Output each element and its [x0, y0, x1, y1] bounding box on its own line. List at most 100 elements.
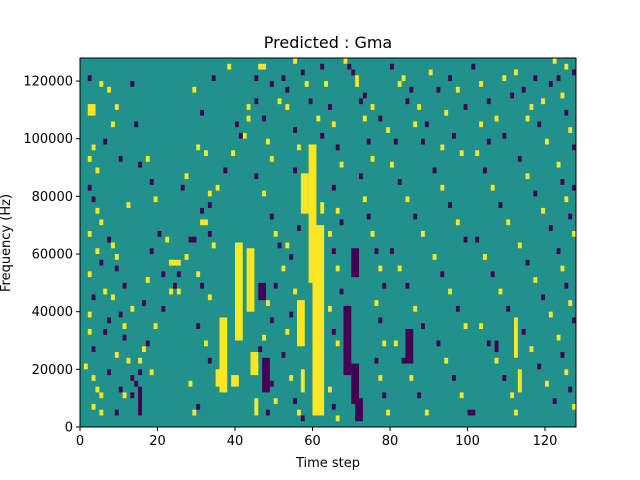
heatmap-cell	[207, 190, 212, 197]
heatmap-cell	[246, 115, 251, 122]
heatmap-cell	[572, 69, 576, 76]
heatmap-cell	[436, 340, 441, 347]
heatmap-cell	[432, 254, 437, 260]
heatmap-cell	[405, 282, 410, 289]
heatmap-run	[300, 173, 309, 214]
heatmap-cell	[99, 219, 104, 226]
heatmap-cell	[548, 311, 553, 318]
heatmap-cell	[269, 156, 274, 162]
heatmap-cell	[502, 132, 507, 139]
heatmap-cell	[145, 277, 150, 283]
heatmap-cell	[324, 81, 328, 87]
heatmap-cell	[517, 242, 522, 249]
heatmap-cell	[138, 369, 142, 376]
heatmap-cell	[486, 138, 491, 145]
heatmap-cell	[145, 340, 150, 347]
heatmap-cell	[568, 386, 573, 393]
heatmap-cell	[130, 375, 135, 381]
heatmap-cell	[91, 346, 96, 353]
heatmap-cell	[99, 259, 104, 266]
heatmap-cell	[405, 196, 410, 203]
heatmap-cell	[568, 300, 573, 306]
heatmap-cell	[297, 409, 301, 416]
heatmap-cell	[525, 259, 530, 266]
heatmap-cell	[91, 196, 96, 203]
heatmap-cell	[262, 115, 266, 122]
heatmap-cell	[572, 317, 576, 324]
x-tick-label: 120	[533, 434, 558, 449]
heatmap-cell	[401, 357, 406, 364]
heatmap-cell	[87, 75, 92, 82]
heatmap-cell	[285, 104, 290, 110]
heatmap-cell	[568, 127, 573, 133]
heatmap-cell	[378, 265, 383, 272]
heatmap-cell	[572, 403, 576, 410]
heatmap-cell	[180, 184, 185, 191]
heatmap-cell	[552, 398, 557, 404]
heatmap-cell	[335, 144, 340, 151]
heatmap-cell	[556, 75, 561, 82]
heatmap-cell	[122, 323, 127, 329]
heatmap-cell	[440, 144, 445, 151]
heatmap-cell	[498, 288, 503, 295]
heatmap-cell	[91, 375, 96, 381]
heatmap-cell	[223, 167, 228, 174]
heatmap-cell	[444, 109, 449, 116]
heatmap-cell	[386, 127, 390, 133]
heatmap-cell	[382, 282, 387, 289]
heatmap-cell	[409, 375, 414, 381]
heatmap-cell	[370, 230, 375, 237]
heatmap-cell	[490, 184, 495, 191]
heatmap-run	[138, 386, 142, 416]
heatmap-run	[258, 282, 266, 301]
heatmap-cell	[397, 265, 402, 272]
heatmap-run	[87, 104, 96, 116]
heatmap-run	[297, 300, 305, 347]
heatmap-cell	[452, 132, 456, 139]
heatmap-cell	[258, 63, 263, 70]
heatmap-cell	[328, 386, 332, 393]
heatmap-cell	[114, 104, 119, 110]
heatmap-cell	[184, 254, 189, 260]
heatmap-cell	[560, 179, 565, 185]
heatmap-cell	[541, 207, 545, 214]
heatmap-cell	[138, 161, 142, 168]
x-axis-label: Time step	[295, 456, 360, 471]
heatmap-cell	[207, 202, 212, 208]
heatmap-cell	[390, 248, 394, 255]
heatmap-cell	[254, 173, 259, 180]
heatmap-cell	[126, 357, 131, 364]
heatmap-cell	[281, 265, 286, 272]
heatmap-cell	[118, 386, 123, 393]
heatmap-cell	[514, 409, 518, 416]
heatmap-cell	[424, 121, 429, 128]
heatmap-cell	[397, 81, 402, 87]
heatmap-cell	[459, 392, 464, 399]
heatmap-cell	[463, 104, 468, 110]
heatmap-cell	[328, 305, 332, 312]
heatmap-cell	[269, 380, 274, 387]
heatmap-cell	[467, 409, 472, 416]
heatmap-cell	[362, 115, 367, 122]
heatmap-cell	[254, 75, 259, 82]
heatmap-cell	[192, 236, 197, 243]
heatmap-run	[231, 375, 239, 387]
heatmap-run	[355, 398, 363, 422]
heatmap-background	[80, 58, 576, 427]
heatmap-cell	[107, 317, 111, 324]
heatmap-cell	[339, 219, 344, 226]
heatmap-cell	[293, 127, 297, 133]
heatmap-cell	[545, 380, 549, 387]
heatmap-cell	[161, 271, 166, 278]
heatmap-cell	[111, 121, 115, 128]
heatmap-cell	[525, 173, 530, 180]
heatmap-run	[517, 369, 522, 393]
heatmap-cell	[502, 75, 507, 82]
heatmap-cell	[541, 98, 545, 105]
heatmap-cell	[378, 115, 383, 122]
heatmap-run	[262, 357, 270, 393]
heatmap-cell	[366, 213, 371, 220]
y-tick-label: 20000	[32, 363, 73, 378]
heatmap-cell	[122, 392, 127, 399]
heatmap-cell	[455, 86, 460, 93]
